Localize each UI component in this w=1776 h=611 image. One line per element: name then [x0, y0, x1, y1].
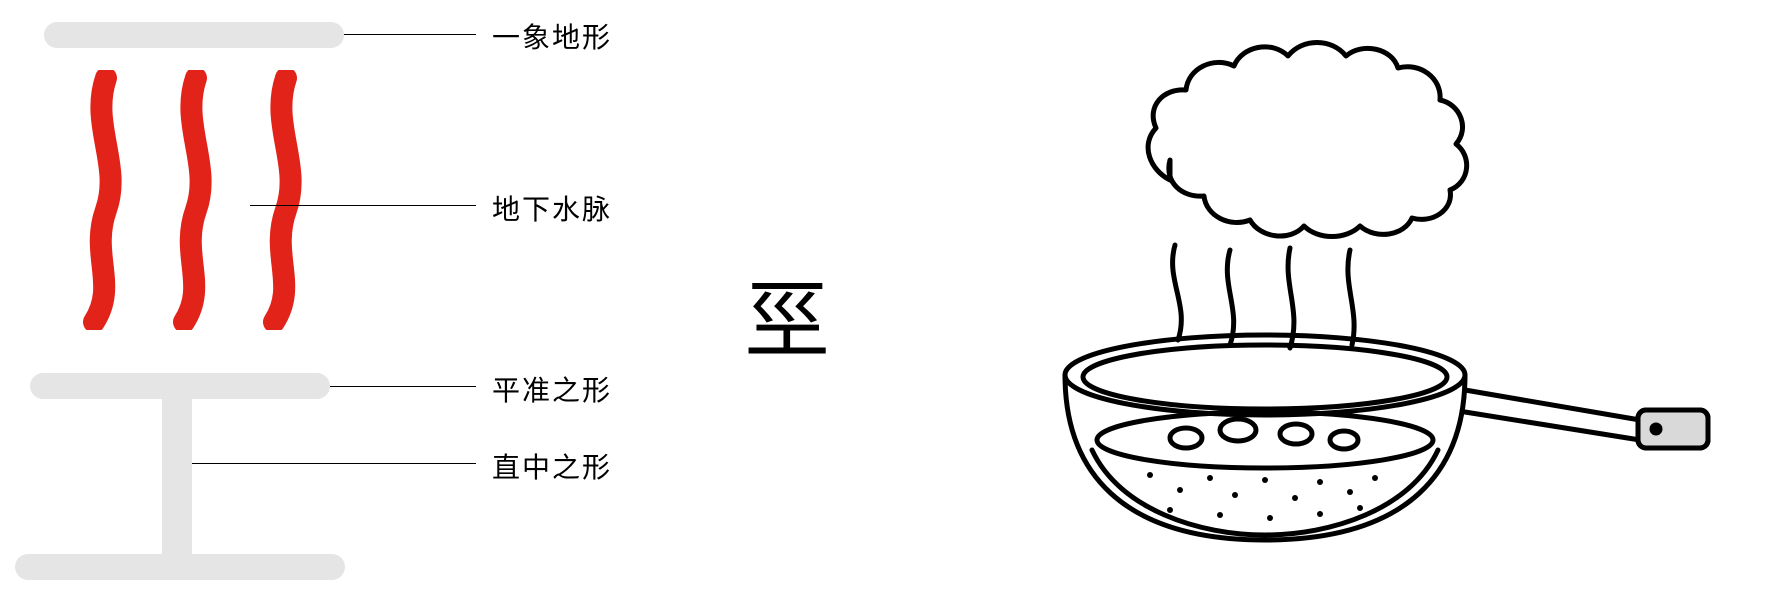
bar-mid: [30, 373, 330, 399]
wave-stroke-2: [162, 70, 222, 330]
center-glyph: 巠: [744, 250, 830, 375]
leader-top: [344, 34, 476, 35]
label-mid: 平准之形: [492, 369, 612, 409]
bubble-2: [1220, 419, 1256, 441]
bubble-3: [1280, 424, 1312, 444]
wave-stroke-1: [72, 70, 132, 330]
label-top: 一象地形: [492, 16, 612, 56]
leader-wave: [250, 205, 476, 206]
bubble-1: [1170, 428, 1202, 448]
stroke-diagram: 一象地形 地下水脉 平准之形 直中之形: [0, 0, 700, 611]
water-surface: [1097, 412, 1433, 468]
handle-shaft: [1465, 390, 1640, 440]
handle-rivet: [1652, 425, 1660, 433]
pot-body-bottom: [1092, 450, 1438, 535]
leader-vert: [192, 463, 476, 464]
water-dots: [1147, 472, 1378, 521]
steam-1: [1173, 245, 1182, 340]
steam-2: [1227, 250, 1233, 345]
bar-vertical: [162, 399, 192, 555]
steam-cloud: [1148, 43, 1467, 237]
steam-4: [1348, 250, 1354, 345]
bar-bottom: [15, 554, 345, 580]
page: 一象地形 地下水脉 平准之形 直中之形 巠: [0, 0, 1776, 611]
bar-top: [44, 22, 344, 48]
leader-mid: [330, 386, 476, 387]
boiling-pot-illustration: [1020, 30, 1740, 590]
bubble-4: [1330, 431, 1358, 449]
handle-grip: [1638, 410, 1708, 448]
wave-stroke-3: [252, 70, 312, 330]
pot-rim-inner: [1083, 345, 1447, 409]
label-vert: 直中之形: [492, 446, 612, 486]
label-wave: 地下水脉: [492, 188, 612, 228]
